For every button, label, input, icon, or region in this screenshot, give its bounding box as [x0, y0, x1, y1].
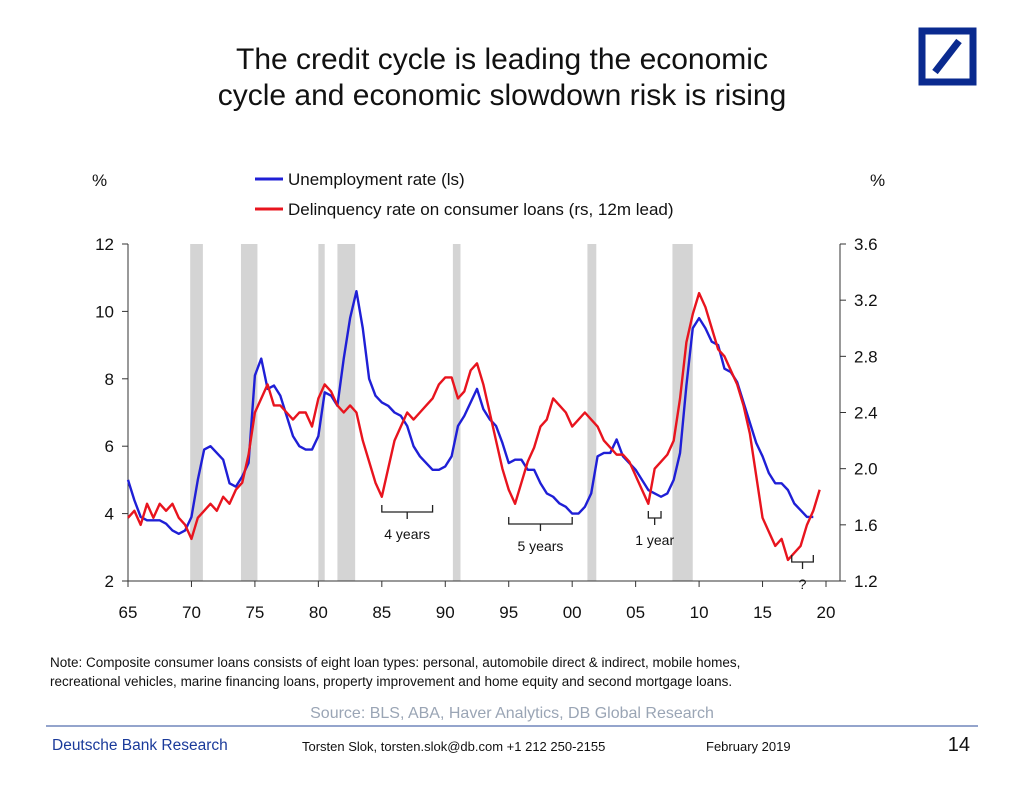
plot: 2 4 6 8 10 12 1.2 1.6 2.0 2.4 2.8 3.2 3.6 65 70 75 80 85 9…	[95, 170, 878, 622]
x-tick-label: 00	[563, 603, 582, 622]
bracket	[381, 505, 434, 519]
note: recreational vehicles, marine financing …	[50, 674, 732, 689]
bracket	[508, 517, 573, 531]
y-tick-label: 8	[105, 370, 114, 389]
y-tick-label: 2	[105, 572, 114, 591]
legend-label: Delinquency rate on consumer loans (rs, …	[288, 200, 674, 219]
x-tick-label: 10	[690, 603, 709, 622]
date: February 2019	[706, 739, 791, 754]
page-number: 14	[948, 734, 970, 756]
logo	[918, 27, 977, 86]
legend-label: Unemployment rate (ls)	[288, 170, 465, 189]
y2-tick-label: 2.0	[854, 460, 878, 479]
x-tick-label: 90	[436, 603, 455, 622]
recession-band	[240, 244, 258, 581]
x-tick-label: 70	[182, 603, 201, 622]
bracket	[791, 555, 814, 569]
y-axis-unit: %	[92, 171, 107, 190]
x-tick-label: 95	[499, 603, 518, 622]
recession-band	[190, 244, 203, 581]
recession-band	[337, 244, 356, 581]
y-tick-label: 10	[95, 302, 114, 321]
series-line	[126, 289, 814, 536]
recession-band	[672, 244, 693, 581]
x-tick-label: 20	[817, 603, 836, 622]
recession-band	[452, 244, 461, 581]
y2-tick-label: 3.2	[854, 291, 878, 310]
brand: Deutsche Bank Research	[52, 737, 228, 754]
x-tick-label: 75	[245, 603, 264, 622]
series-line	[127, 291, 821, 562]
annotation: ?	[799, 576, 807, 592]
x-tick-label: 15	[753, 603, 772, 622]
y2-tick-label: 2.8	[854, 347, 878, 366]
title-line: The credit cycle is leading the economic	[236, 43, 768, 76]
annotation: 1 year	[635, 532, 674, 548]
y2-tick-label: 1.2	[854, 572, 878, 591]
note: Note: Composite consumer loans consists …	[50, 655, 740, 670]
title-line: cycle and economic slowdown risk is risi…	[218, 79, 787, 112]
x-tick-label: 65	[119, 603, 138, 622]
y2-axis-unit: %	[870, 171, 885, 190]
author: Torsten Slok, torsten.slok@db.com +1 212…	[302, 739, 605, 754]
bracket	[647, 511, 662, 525]
recession-band	[587, 244, 597, 581]
y-tick-label: 4	[105, 505, 114, 524]
x-tick-label: 05	[626, 603, 645, 622]
y-tick-label: 12	[95, 235, 114, 254]
y-tick-label: 6	[105, 437, 114, 456]
x-tick-label: 80	[309, 603, 328, 622]
source: Source: BLS, ABA, Haver Analytics, DB Gl…	[310, 705, 714, 722]
y2-tick-label: 3.6	[854, 235, 878, 254]
y2-tick-label: 1.6	[854, 516, 878, 535]
annotation: 4 years	[384, 526, 430, 542]
annotation: 5 years	[517, 538, 563, 554]
y2-tick-label: 2.4	[854, 404, 878, 423]
x-tick-label: 85	[372, 603, 391, 622]
